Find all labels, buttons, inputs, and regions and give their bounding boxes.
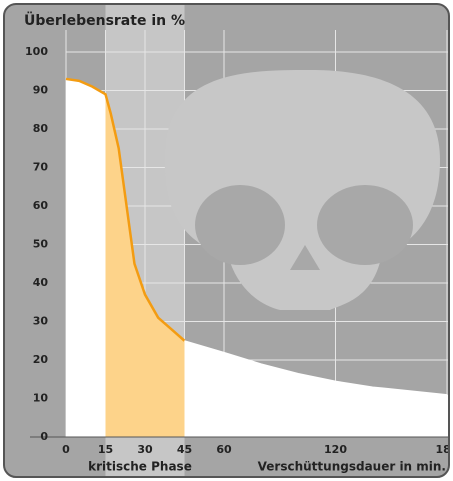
chart: 0 15 30 45 60 120 180 Überlebensrate in % 0 10 2… — [0, 0, 453, 481]
y-tick-label: 60 — [33, 199, 49, 212]
y-tick-label: 90 — [33, 84, 49, 97]
x-tick-label: 45 — [177, 443, 192, 456]
skull-eye — [317, 185, 413, 265]
chart-title: Überlebensrate in % — [24, 11, 185, 29]
y-tick-label: 50 — [33, 238, 49, 251]
y-tick-label: 70 — [33, 161, 49, 174]
critical-phase-label: kritische Phase — [88, 460, 192, 474]
x-tick-label: 180 — [436, 443, 453, 456]
y-tick-label: 30 — [33, 315, 49, 328]
y-tick-label: 40 — [33, 276, 49, 289]
y-tick-label: 100 — [25, 45, 48, 58]
y-tick-label: 10 — [33, 392, 49, 405]
x-axis-label: Verschüttungsdauer in min. — [258, 460, 446, 474]
x-tick-label: 30 — [137, 443, 153, 456]
skull-eye — [195, 185, 285, 265]
x-tick-label: 60 — [216, 443, 232, 456]
x-tick-label: 0 — [62, 443, 70, 456]
x-tick-label: 15 — [98, 443, 113, 456]
y-tick-label: 20 — [33, 353, 49, 366]
y-tick-label: 0 — [40, 430, 48, 443]
y-tick-label: 80 — [33, 122, 49, 135]
x-tick-label: 120 — [324, 443, 347, 456]
plot-area: 0 15 30 45 60 120 180 — [0, 0, 453, 481]
